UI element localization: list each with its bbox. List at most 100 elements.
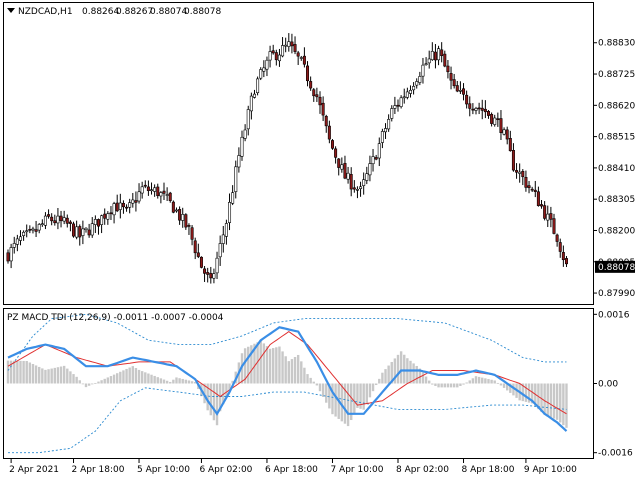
histogram-bar <box>147 373 150 384</box>
candle-body <box>446 65 450 73</box>
histogram-bar <box>190 381 194 384</box>
candle-body <box>330 140 334 149</box>
dropdown-triangle-icon[interactable] <box>7 8 15 13</box>
candle-body <box>259 69 263 79</box>
histogram-bar <box>91 383 94 385</box>
histogram-bar <box>137 369 141 384</box>
histogram-bar <box>112 374 116 384</box>
candle <box>290 33 294 54</box>
indicator-tick-label: -0.0016 <box>598 449 633 459</box>
histogram-bar <box>72 374 75 384</box>
candle <box>109 206 113 220</box>
candle-body <box>477 107 481 110</box>
candle <box>25 224 29 238</box>
histogram-bar <box>546 383 549 417</box>
candle-body <box>552 218 556 234</box>
candle-body <box>355 189 359 191</box>
candle <box>246 105 250 136</box>
price-tick-label: 0.88830 <box>598 39 635 49</box>
time-tick-label: 8 Apr 18:00 <box>462 465 515 475</box>
candle-body <box>190 227 194 240</box>
histogram-bar <box>509 383 512 393</box>
candle <box>346 166 350 184</box>
candle <box>34 220 38 237</box>
candle <box>396 99 400 112</box>
candle-body <box>193 240 197 254</box>
histogram-bar <box>175 377 178 384</box>
histogram-bar <box>225 383 228 398</box>
candle <box>490 112 494 127</box>
candle-body <box>424 63 428 66</box>
candle-body <box>162 190 166 194</box>
histogram-bar <box>28 362 32 384</box>
candle <box>112 201 116 224</box>
candle <box>393 96 397 115</box>
candle-body <box>412 86 416 91</box>
candle <box>37 223 41 234</box>
candle <box>62 210 66 225</box>
histogram-bar <box>262 343 266 384</box>
candle <box>415 78 419 89</box>
candle-body <box>22 231 26 236</box>
histogram-bar <box>328 383 331 409</box>
candle-body <box>334 148 338 158</box>
candle <box>355 186 359 199</box>
histogram-bar <box>13 360 16 384</box>
candle <box>493 114 497 127</box>
candle-body <box>56 215 60 224</box>
candle-body <box>384 128 388 133</box>
candle <box>277 48 281 67</box>
candle <box>12 236 16 254</box>
candle <box>178 206 182 225</box>
price-tick-label: 0.88200 <box>598 226 635 236</box>
candle <box>496 112 500 127</box>
candle-body <box>78 226 82 238</box>
histogram-bar <box>321 383 325 397</box>
histogram-bar <box>431 383 434 385</box>
candle-body <box>327 125 331 140</box>
candle-body <box>561 252 565 261</box>
candle-body <box>268 51 272 61</box>
candle-body <box>496 118 500 121</box>
candle <box>156 183 160 199</box>
main-chart-panel[interactable] <box>3 2 594 305</box>
histogram-bar <box>293 357 297 384</box>
candle <box>171 200 175 214</box>
candle <box>206 267 210 283</box>
histogram-bar <box>437 383 440 388</box>
candle-body <box>471 108 475 111</box>
histogram-bar <box>353 383 356 414</box>
candle-body <box>309 81 313 89</box>
histogram-bar <box>94 382 97 384</box>
candle-body <box>9 247 13 262</box>
candle <box>81 220 85 245</box>
price-tick-label: 0.88305 <box>598 195 635 205</box>
candle <box>380 128 384 149</box>
histogram-bar <box>231 380 234 384</box>
histogram-bar <box>212 383 216 421</box>
candle <box>75 220 79 240</box>
candle <box>418 71 422 86</box>
candle-body <box>564 258 568 265</box>
candle <box>546 205 550 228</box>
histogram-bar <box>396 354 400 384</box>
candle-body <box>249 95 253 112</box>
candle <box>443 50 447 68</box>
candle <box>309 76 313 91</box>
histogram-bar <box>50 368 53 384</box>
candle-body <box>240 136 244 157</box>
candle <box>524 170 528 192</box>
histogram-bar <box>256 342 259 384</box>
histogram-bar <box>87 383 91 386</box>
candle <box>96 218 100 235</box>
candle-body <box>408 89 412 94</box>
candle <box>168 191 172 203</box>
candle <box>150 182 154 195</box>
candle-body <box>224 223 228 237</box>
candle-body <box>90 223 94 236</box>
time-tick-label: 8 Apr 02:00 <box>396 465 449 475</box>
candle-body <box>215 257 219 274</box>
candle <box>131 192 135 208</box>
candle-body <box>153 187 157 192</box>
